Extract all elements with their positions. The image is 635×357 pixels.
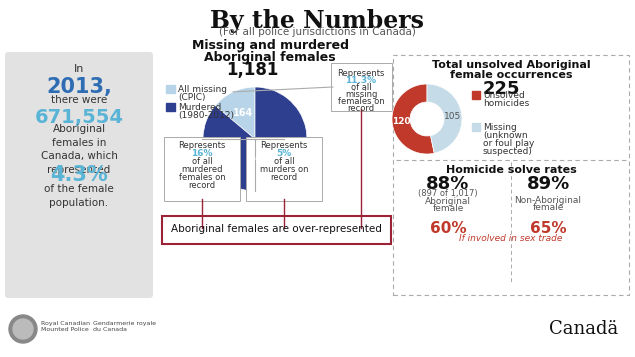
Text: record: record — [189, 181, 215, 190]
Text: Royal Canadian: Royal Canadian — [41, 321, 90, 326]
Text: (897 of 1,017): (897 of 1,017) — [418, 189, 478, 198]
Text: females on: females on — [338, 97, 384, 106]
Text: 105: 105 — [444, 112, 462, 121]
Text: Aboriginal females: Aboriginal females — [204, 51, 336, 64]
Text: du Canada: du Canada — [93, 327, 127, 332]
Text: murdered: murdered — [181, 165, 223, 174]
Text: Unsolved: Unsolved — [483, 91, 525, 100]
Text: murders on: murders on — [260, 165, 308, 174]
Text: Non-Aboriginal: Non-Aboriginal — [514, 196, 582, 205]
Text: of all: of all — [192, 157, 212, 166]
Wedge shape — [392, 84, 434, 154]
Bar — [472, 91, 480, 99]
Text: Homicide solve rates: Homicide solve rates — [446, 165, 577, 175]
Text: 89%: 89% — [526, 175, 570, 193]
Text: of all: of all — [274, 157, 294, 166]
Text: 164: 164 — [233, 108, 253, 118]
Text: 1,181: 1,181 — [226, 61, 278, 79]
Text: record: record — [271, 173, 298, 182]
FancyBboxPatch shape — [162, 216, 391, 244]
FancyBboxPatch shape — [393, 55, 629, 295]
Text: Murdered: Murdered — [178, 103, 222, 112]
Text: In: In — [74, 64, 84, 74]
Text: Aboriginal: Aboriginal — [425, 197, 471, 206]
Text: female: female — [432, 204, 464, 213]
Text: female: female — [532, 203, 564, 212]
Text: By the Numbers: By the Numbers — [210, 9, 424, 33]
Bar — [472, 123, 480, 131]
Text: 671,554: 671,554 — [34, 108, 123, 127]
Text: 16%: 16% — [191, 149, 213, 158]
FancyBboxPatch shape — [164, 137, 240, 201]
Text: Aboriginal
females in
Canada, which
represented: Aboriginal females in Canada, which repr… — [41, 124, 117, 175]
Text: Gendarmerie royale: Gendarmerie royale — [93, 321, 156, 326]
Text: of all: of all — [351, 83, 371, 92]
Text: 2013,: 2013, — [46, 77, 112, 97]
Bar — [166, 103, 175, 111]
Text: Total unsolved Aboriginal: Total unsolved Aboriginal — [432, 60, 591, 70]
Text: (unknown: (unknown — [483, 131, 528, 140]
Text: or foul play: or foul play — [483, 139, 535, 148]
Text: Represents: Represents — [337, 69, 385, 78]
Text: All missing: All missing — [178, 85, 227, 94]
Text: there were: there were — [51, 95, 107, 105]
Text: (1980-2012): (1980-2012) — [178, 111, 234, 120]
Text: 120: 120 — [392, 117, 410, 126]
Text: (CPIC): (CPIC) — [178, 93, 206, 102]
Text: 60%: 60% — [430, 221, 466, 236]
Text: (For all police jurisdictions in Canada): (For all police jurisdictions in Canada) — [218, 27, 415, 37]
FancyBboxPatch shape — [246, 137, 322, 201]
Text: of the female
population.: of the female population. — [44, 184, 114, 208]
Text: 1,017: 1,017 — [247, 150, 283, 160]
Wedge shape — [427, 84, 462, 153]
Text: Mounted Police: Mounted Police — [41, 327, 89, 332]
Text: Represents: Represents — [178, 141, 225, 150]
Text: 65%: 65% — [530, 221, 566, 236]
Text: missing: missing — [345, 90, 377, 99]
FancyBboxPatch shape — [5, 52, 153, 298]
Text: Missing and murdered: Missing and murdered — [192, 39, 349, 52]
Text: Aboriginal females are over-represented: Aboriginal females are over-represented — [171, 224, 382, 234]
Text: females on: females on — [178, 173, 225, 182]
Text: female occurrences: female occurrences — [450, 70, 572, 80]
Text: 4.3%: 4.3% — [50, 165, 108, 185]
Bar — [166, 85, 175, 93]
Wedge shape — [203, 87, 307, 191]
Circle shape — [9, 315, 37, 343]
Text: suspected): suspected) — [483, 147, 533, 156]
Text: Missing: Missing — [483, 123, 517, 132]
Text: 225: 225 — [482, 80, 520, 98]
Text: If involved in sex trade: If involved in sex trade — [459, 234, 563, 243]
Text: Canadä: Canadä — [549, 320, 618, 338]
Text: 88%: 88% — [426, 175, 470, 193]
Text: 5%: 5% — [276, 149, 291, 158]
Circle shape — [13, 319, 33, 339]
Text: homicides: homicides — [483, 99, 529, 108]
Text: 11.3%: 11.3% — [345, 76, 377, 85]
Wedge shape — [215, 87, 255, 139]
Text: record: record — [347, 104, 375, 113]
Text: Represents: Represents — [260, 141, 308, 150]
FancyBboxPatch shape — [331, 63, 392, 111]
